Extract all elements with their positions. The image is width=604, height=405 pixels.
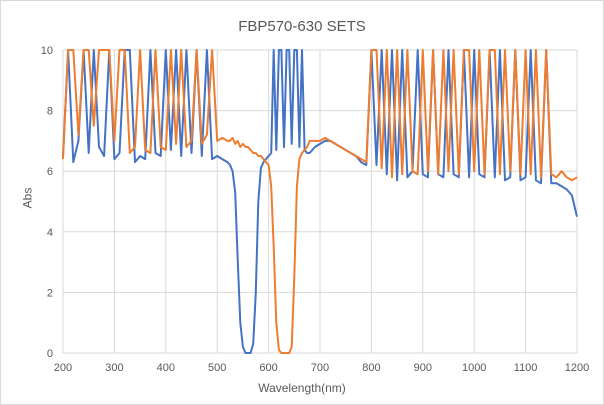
x-tick-label: 1200 [565, 362, 589, 374]
x-tick-label: 900 [414, 362, 432, 374]
x-tick-label: 600 [259, 362, 277, 374]
y-tick-label: 10 [41, 45, 53, 57]
x-tick-label: 800 [362, 362, 380, 374]
x-tick-label: 700 [311, 362, 329, 374]
y-tick-label: 6 [47, 166, 53, 178]
series-line-2 [62, 49, 578, 354]
x-tick-label: 500 [208, 362, 226, 374]
x-tick-label: 300 [105, 362, 123, 374]
x-tick-label: 200 [54, 362, 72, 374]
x-tick-label: 1100 [514, 362, 538, 374]
x-tick-label: 1000 [462, 362, 486, 374]
series-line-1 [62, 49, 578, 354]
x-tick-label: 400 [157, 362, 175, 374]
y-tick-label: 8 [47, 106, 53, 118]
chart-title: FBP570-630 SETS [238, 18, 366, 35]
x-axis-label: Wavelength(nm) [258, 381, 346, 395]
y-tick-label: 0 [47, 348, 53, 360]
y-tick-label: 4 [47, 227, 53, 239]
y-tick-label: 2 [47, 287, 53, 299]
